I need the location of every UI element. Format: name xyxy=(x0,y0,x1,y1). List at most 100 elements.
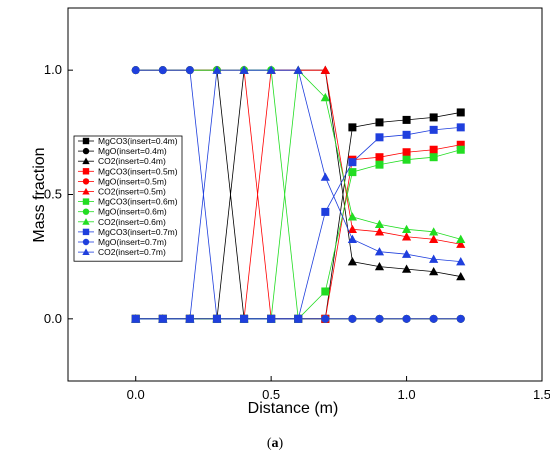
series-line xyxy=(135,144,461,320)
data-point xyxy=(402,130,411,139)
legend-marker xyxy=(82,147,90,155)
data-point xyxy=(374,219,385,229)
data-point xyxy=(456,123,465,132)
legend: MgCO3(insert=0.4m)MgO(insert=0.4m)CO2(in… xyxy=(73,135,183,262)
legend-box xyxy=(73,135,183,262)
legend-marker xyxy=(82,198,90,205)
series-line xyxy=(135,112,461,320)
series-line xyxy=(135,149,461,320)
figure-caption: (a) xyxy=(267,436,284,451)
x-tick-label: 1.0 xyxy=(398,387,416,402)
caption-letter: a xyxy=(272,436,279,451)
legend-label: MgO(insert=0.6m) xyxy=(98,207,167,217)
y-tick-label: 1.0 xyxy=(44,62,62,77)
data-point xyxy=(456,314,465,323)
legend-marker xyxy=(82,178,90,185)
data-point xyxy=(293,65,303,74)
legend-marker xyxy=(82,228,90,236)
data-point xyxy=(185,314,195,323)
data-point xyxy=(375,153,384,162)
data-point xyxy=(456,239,466,248)
data-point xyxy=(401,232,412,241)
legend-label: MgO(insert=0.4m) xyxy=(98,146,167,156)
legend-marker xyxy=(82,187,90,195)
data-point xyxy=(348,168,357,177)
legend-label: CO2(insert=0.4m) xyxy=(98,156,166,166)
data-point xyxy=(429,153,438,162)
data-point xyxy=(429,266,439,276)
y-tick-label: 0.5 xyxy=(44,187,62,202)
data-point xyxy=(456,271,466,281)
series-line xyxy=(135,69,461,320)
series-line xyxy=(135,69,461,320)
legend-label: MgCO3(insert=0.4m) xyxy=(98,136,178,146)
data-point xyxy=(239,65,249,74)
legend-label: MgCO3(insert=0.5m) xyxy=(98,166,178,176)
data-point xyxy=(348,123,357,132)
legend-marker xyxy=(82,168,90,175)
y-axis-title: Mass fraction xyxy=(31,147,48,242)
data-point xyxy=(429,254,439,263)
series-line xyxy=(135,69,461,320)
x-tick-label: 0.0 xyxy=(127,387,145,402)
legend-entry: MgCO3(insert=0.4m) xyxy=(78,136,178,146)
data-point xyxy=(348,158,357,167)
y-tick-label: 0.0 xyxy=(44,311,62,326)
ticks-layer: 0.0 0.5 1.0 1.5 0.0 0.5 1.0 xyxy=(44,62,550,402)
data-point xyxy=(320,92,330,102)
data-point xyxy=(374,227,385,236)
legend-entry: CO2(insert=0.6m) xyxy=(78,217,166,227)
data-point xyxy=(131,66,140,75)
legend-entry: MgO(insert=0.4m) xyxy=(78,146,167,156)
legend-label: CO2(insert=0.6m) xyxy=(98,217,166,227)
legend-marker xyxy=(82,208,90,215)
data-point xyxy=(429,227,439,236)
data-point xyxy=(456,234,466,243)
series-line xyxy=(135,69,461,320)
data-point xyxy=(212,314,221,323)
legend-marker xyxy=(82,157,90,165)
data-point xyxy=(267,314,276,323)
data-point xyxy=(212,65,222,74)
legend-entry: MgO(insert=0.5m) xyxy=(78,176,167,186)
data-point xyxy=(402,155,411,164)
data-point xyxy=(374,247,385,256)
legend-label: CO2(insert=0.7m) xyxy=(98,247,166,257)
data-point xyxy=(240,314,249,323)
x-tick-label: 1.5 xyxy=(533,387,550,402)
series-line xyxy=(135,126,461,320)
legend-entry: MgCO3(insert=0.6m) xyxy=(78,197,178,207)
legend-entry: CO2(insert=0.4m) xyxy=(78,156,166,166)
legend-label: MgO(insert=0.5m) xyxy=(98,176,167,186)
data-point xyxy=(429,314,438,323)
data-point xyxy=(158,66,167,75)
x-tick-label: 0.5 xyxy=(262,387,280,402)
series-11 xyxy=(131,65,466,323)
data-point xyxy=(429,234,439,243)
caption-close: ) xyxy=(279,436,284,451)
data-point xyxy=(294,314,303,323)
data-point xyxy=(456,257,466,266)
data-point xyxy=(429,145,438,154)
legend-entry: MgO(insert=0.7m) xyxy=(78,237,167,247)
data-point xyxy=(456,140,465,149)
legend-label: CO2(insert=0.5m) xyxy=(98,187,166,197)
data-point xyxy=(375,118,384,127)
data-point xyxy=(374,262,385,271)
legend-label: MgO(insert=0.7m) xyxy=(98,237,167,247)
data-point xyxy=(320,172,330,181)
x-axis-title: Distance (m) xyxy=(248,400,339,417)
legend-label: MgCO3(insert=0.7m) xyxy=(98,227,178,237)
data-point xyxy=(456,108,465,117)
series-line xyxy=(135,69,461,320)
legend-marker xyxy=(82,218,90,225)
data-point xyxy=(375,160,384,169)
legend-entry: CO2(insert=0.7m) xyxy=(78,247,166,257)
data-point xyxy=(158,314,168,323)
data-point xyxy=(402,314,411,323)
series-line xyxy=(135,69,461,320)
data-point xyxy=(320,65,330,74)
series-layer xyxy=(131,65,466,323)
legend-marker xyxy=(82,238,90,246)
